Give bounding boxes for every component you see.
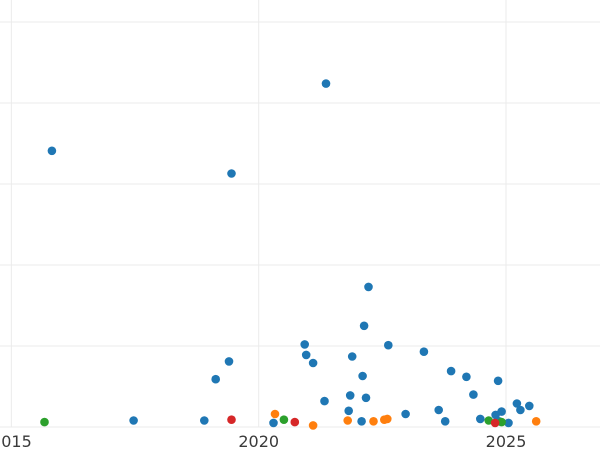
data-point: [369, 417, 378, 426]
data-point: [440, 417, 450, 426]
data-point: [290, 417, 300, 427]
data-point: [359, 321, 369, 331]
data-point: [361, 393, 371, 403]
data-point: [129, 416, 138, 425]
data-point: [308, 358, 318, 368]
data-point: [200, 416, 209, 425]
data-point: [300, 340, 310, 349]
x-axis-ticks: 2015 2020 2025: [0, 432, 526, 450]
data-point: [47, 146, 57, 156]
data-point: [516, 405, 525, 415]
data-point: [320, 396, 329, 406]
data-point: [345, 391, 355, 400]
data-point: [419, 347, 429, 357]
data-point: [358, 371, 367, 381]
data-point: [504, 418, 513, 428]
data-point: [211, 374, 220, 384]
data-point: [227, 169, 236, 178]
data-point: [269, 418, 278, 428]
data-point: [434, 405, 444, 415]
data-point: [357, 417, 366, 426]
data-point: [512, 399, 522, 408]
data-point: [270, 409, 280, 419]
data-point: [469, 390, 478, 399]
data-point: [344, 406, 354, 416]
data-point: [497, 407, 506, 416]
grid: [0, 0, 600, 428]
data-point: [308, 421, 318, 430]
data-point: [531, 417, 541, 426]
data-point: [525, 401, 534, 411]
data-point: [401, 409, 410, 419]
data-point: [347, 352, 357, 361]
x-tick-label: 2015: [0, 432, 32, 450]
data-point: [279, 415, 289, 425]
data-point: [321, 79, 331, 88]
x-tick-label: 2020: [238, 432, 279, 450]
data-point: [476, 414, 485, 424]
data-point: [462, 372, 471, 382]
data-point: [224, 357, 234, 366]
data-point: [490, 418, 500, 428]
data-point: [40, 417, 49, 427]
data-point: [493, 376, 503, 386]
data-point: [227, 415, 236, 425]
data-point: [301, 350, 311, 360]
data-point: [383, 414, 392, 424]
data-points: [40, 79, 541, 430]
x-tick-label: 2025: [486, 432, 527, 450]
data-point: [343, 416, 353, 425]
data-point: [364, 282, 373, 292]
data-point: [446, 366, 456, 376]
data-point: [497, 417, 506, 427]
data-point: [384, 340, 393, 350]
